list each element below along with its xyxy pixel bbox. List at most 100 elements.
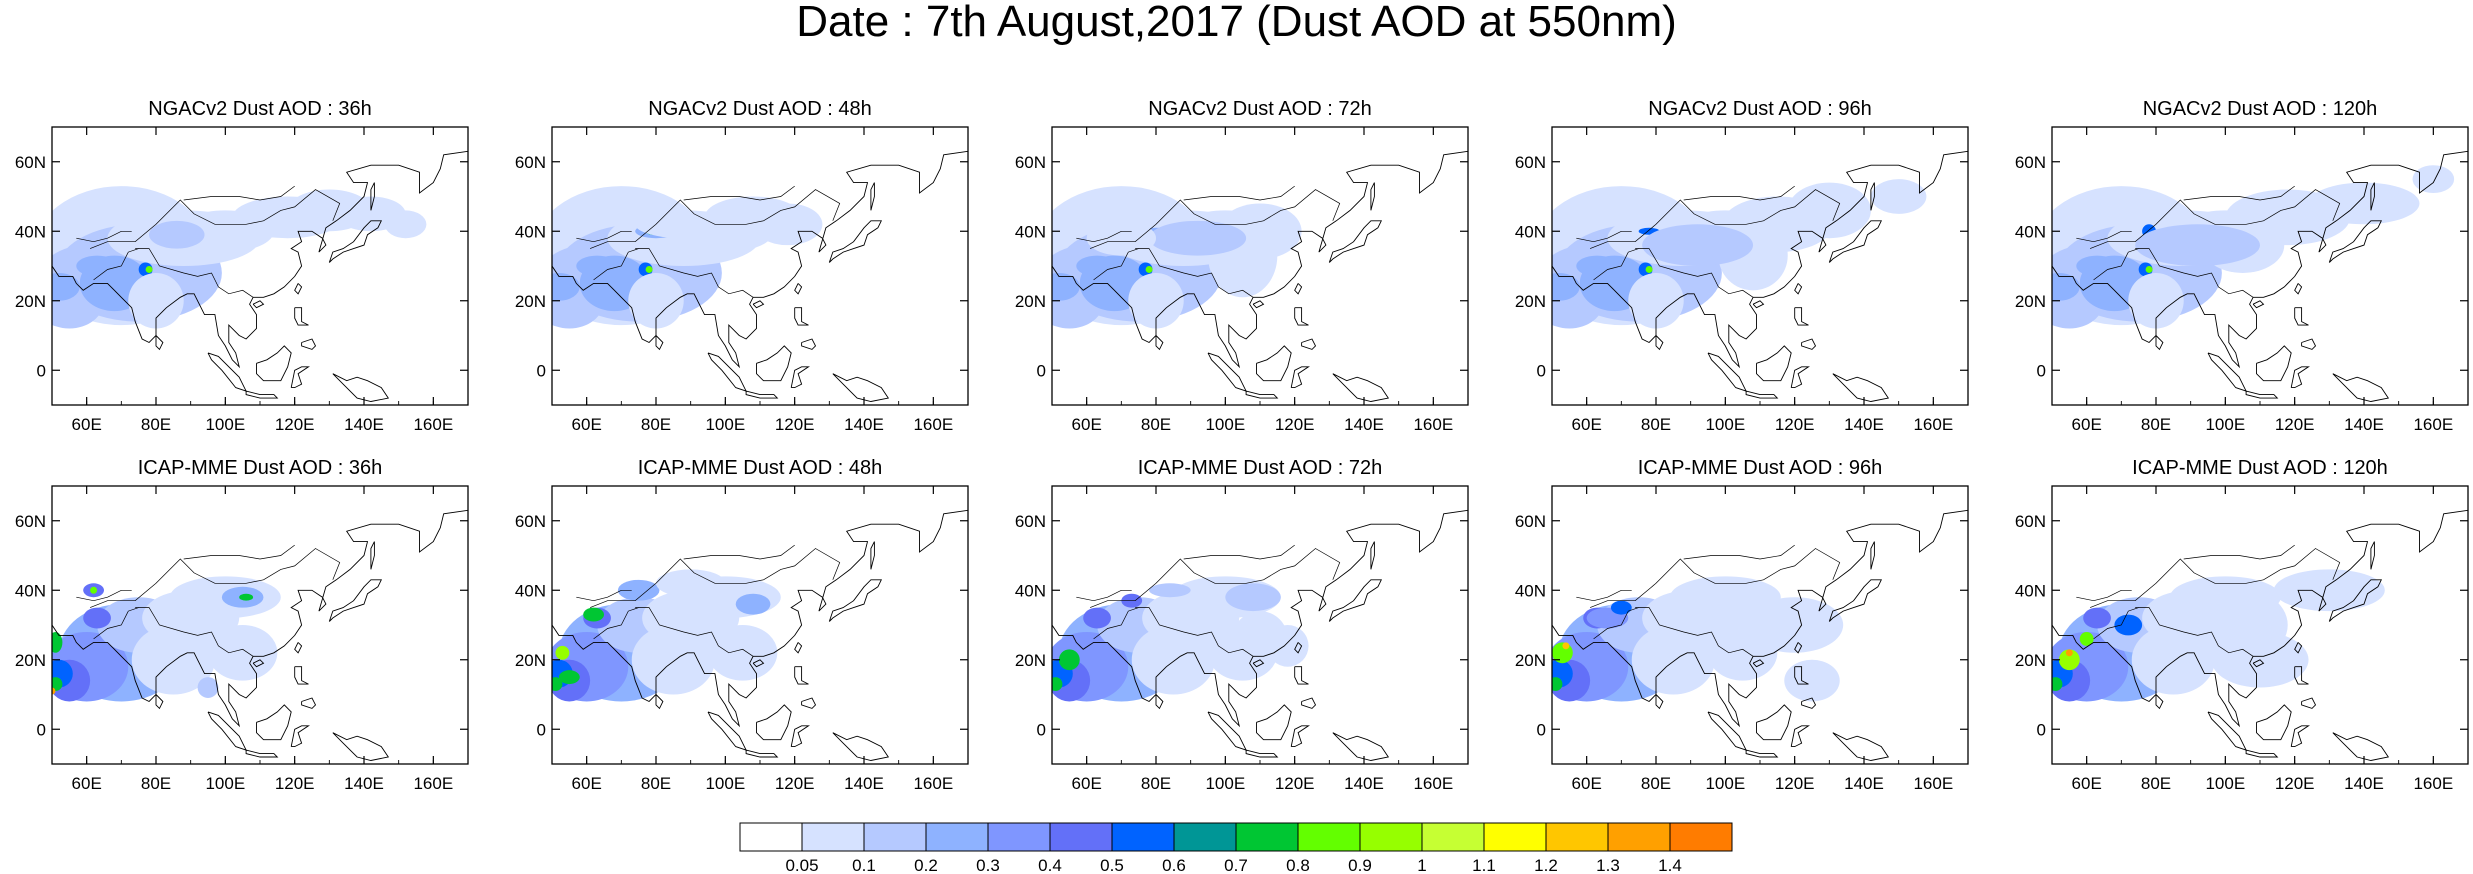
aod-cell (1787, 182, 1871, 239)
lon-tick-label: 140E (344, 415, 384, 434)
aod-cell (1610, 600, 1632, 615)
lon-tick-label: 140E (2344, 415, 2384, 434)
aod-cell (1052, 677, 1063, 692)
lat-tick-label: 20N (1015, 292, 1046, 311)
aod-cell (52, 631, 63, 653)
lon-tick-label: 120E (775, 774, 815, 793)
aod-cell (52, 677, 63, 692)
lon-tick-label: 80E (2141, 415, 2171, 434)
colorbar: 0.05 0.1 0.2 0.3 0.4 0.5 0.6 0.7 0.8 0.9 1 1.1 1.2 1.… (739, 822, 1733, 874)
lat-tick-label: 60N (2015, 512, 2046, 531)
panel-title: ICAP-MME Dust AOD : 36h (138, 457, 383, 479)
lon-tick-label: 160E (1913, 774, 1953, 793)
aod-cell (2065, 649, 2073, 657)
aod-cell (2052, 677, 2063, 692)
aod-cell (583, 607, 604, 622)
lat-tick-label: 40N (1015, 222, 1046, 241)
aod-cell (635, 210, 733, 239)
aod-cell (1145, 266, 1153, 273)
page-title: Date : 7th August,2017 (Dust AOD at 550n… (796, 0, 1677, 46)
aod-field (2052, 569, 2385, 702)
aod-cell (52, 687, 56, 695)
map-panel: 60E 80E 100E 120E 140E 160E 60N 40N 20N 0 ICAP-MME… (2015, 457, 2469, 793)
lat-tick-label: 60N (1015, 153, 1046, 172)
aod-cell (1552, 677, 1563, 692)
aod-field (1052, 186, 1302, 329)
aod-cell (2076, 255, 2118, 277)
lat-tick-label: 60N (1015, 512, 1046, 531)
lon-tick-label: 100E (205, 774, 245, 793)
aod-cell (617, 579, 660, 601)
aod-cell (645, 266, 653, 273)
lon-tick-label: 60E (1572, 774, 1602, 793)
aod-cell (83, 607, 111, 629)
aod-cell (656, 569, 726, 598)
aod-cell (1086, 220, 1157, 256)
lon-tick-label: 160E (2413, 774, 2453, 793)
aod-cell (1225, 583, 1281, 612)
lon-tick-label: 60E (2072, 774, 2102, 793)
colorbar-swatch (1049, 822, 1113, 852)
lon-tick-label: 60E (1572, 415, 1602, 434)
map-panel: 60E 80E 100E 120E 140E 160E 60N 40N 20N 0 ICAP-MME… (1015, 457, 1469, 793)
aod-cell (753, 203, 823, 246)
lon-tick-label: 140E (1344, 774, 1384, 793)
colorbar-label: 1.3 (1596, 856, 1620, 874)
aod-cell (2145, 266, 2153, 273)
coastline (552, 509, 968, 761)
lon-tick-label: 140E (344, 774, 384, 793)
colorbar-swatch (1483, 822, 1547, 852)
aod-cell (2412, 165, 2455, 194)
lat-tick-label: 40N (1015, 581, 1046, 600)
map-panel: 60E 80E 100E 120E 140E 160E 60N 40N 20N 0 NGACv2 D… (515, 98, 969, 434)
lon-tick-label: 60E (1072, 415, 1102, 434)
lon-tick-label: 100E (1705, 774, 1745, 793)
lon-tick-label: 80E (141, 774, 171, 793)
lon-tick-label: 160E (913, 415, 953, 434)
lat-tick-label: 40N (15, 581, 46, 600)
aod-cell (1642, 224, 1754, 266)
lon-tick-label: 100E (705, 774, 745, 793)
colorbar-label: 1.4 (1658, 856, 1682, 874)
colorbar-swatch (1235, 822, 1299, 852)
aod-cell (1576, 255, 1618, 277)
lon-tick-label: 80E (1141, 415, 1171, 434)
lon-tick-label: 160E (413, 415, 453, 434)
lon-tick-label: 120E (275, 415, 315, 434)
colorbar-swatch (925, 822, 989, 852)
lon-tick-label: 80E (141, 415, 171, 434)
lat-tick-label: 40N (15, 222, 46, 241)
lat-tick-label: 20N (2015, 651, 2046, 670)
aod-cell (2273, 569, 2385, 612)
colorbar-label: 1 (1417, 856, 1426, 874)
colorbar-label: 0.05 (785, 856, 818, 874)
coastline (1052, 150, 1468, 402)
lon-tick-label: 80E (641, 774, 671, 793)
lon-tick-label: 60E (572, 774, 602, 793)
lon-tick-label: 160E (1913, 415, 1953, 434)
aod-cell (555, 645, 570, 660)
colorbar-label: 0.9 (1348, 856, 1372, 874)
lat-tick-label: 0 (1537, 361, 1546, 380)
lat-tick-label: 0 (37, 720, 46, 739)
map-panel: 60E 80E 100E 120E 140E 160E 60N 40N 20N 0 NGACv2 D… (1015, 98, 1469, 434)
aod-cell (552, 677, 563, 692)
colorbar-swatch (1359, 822, 1423, 852)
aod-cell (708, 625, 778, 681)
lat-tick-label: 20N (515, 651, 546, 670)
lon-tick-label: 120E (1275, 415, 1315, 434)
aod-cell (2114, 614, 2143, 636)
aod-cell (2135, 224, 2261, 266)
map-panel: 60E 80E 100E 120E 140E 160E 60N 40N 20N 0 NGACv2 D… (1515, 98, 1969, 434)
aod-cell (1784, 659, 1840, 702)
panel-title: ICAP-MME Dust AOD : 72h (1138, 457, 1383, 479)
colorbar-label: 0.7 (1224, 856, 1248, 874)
coastline (2052, 509, 2468, 761)
aod-cell (90, 586, 98, 594)
aod-cell (1870, 179, 1927, 214)
panel-title: ICAP-MME Dust AOD : 48h (638, 457, 883, 479)
panel-title: NGACv2 Dust AOD : 96h (1648, 98, 1871, 120)
lat-tick-label: 20N (1015, 651, 1046, 670)
aod-cell (52, 272, 80, 301)
colorbar-label: 1.1 (1472, 856, 1496, 874)
